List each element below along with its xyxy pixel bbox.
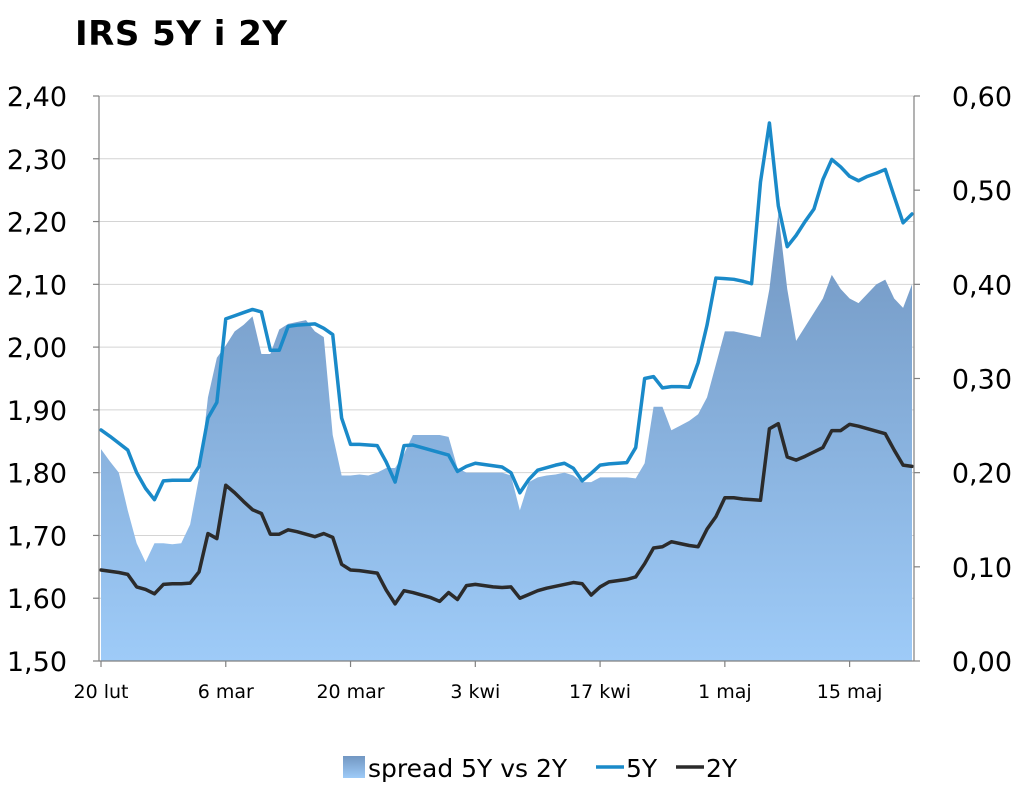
left-tick-label: 1,80 [7, 459, 67, 490]
legend-label-2y: 2Y [706, 754, 738, 783]
right-tick-label: 0,00 [952, 647, 1012, 678]
left-tick-label: 1,60 [7, 584, 67, 615]
left-tick-label: 2,40 [7, 82, 67, 113]
legend-label-spread: spread 5Y vs 2Y [368, 754, 568, 783]
series-line-5y [99, 121, 914, 502]
right-tick-label: 0,10 [952, 553, 1012, 584]
right-tick-label: 0,20 [952, 459, 1012, 490]
right-tick-label: 0,30 [952, 365, 1012, 396]
chart-title: IRS 5Y i 2Y [75, 14, 288, 54]
left-tick-label: 1,70 [7, 521, 67, 552]
right-tick-label: 0,50 [952, 176, 1012, 207]
spread-area-layer [101, 213, 912, 661]
x-tick-label: 3 kwi [450, 681, 500, 703]
series-lines-layer [99, 121, 914, 606]
x-tick-label: 20 mar [316, 681, 384, 703]
left-tick-label: 1,50 [7, 647, 67, 678]
legend: spread 5Y vs 2Y 5Y 2Y [343, 754, 738, 783]
left-tick-label: 2,00 [7, 333, 67, 364]
left-tick-label: 2,30 [7, 145, 67, 176]
x-tick-label: 6 mar [198, 681, 254, 703]
x-tick-label: 20 lut [74, 681, 129, 703]
left-axis-ticks: 2,40 2,30 2,20 2,10 2,00 1,90 1,80 1,70 1,60 1,50 [7, 82, 99, 678]
right-tick-label: 0,60 [952, 82, 1012, 113]
legend-label-5y: 5Y [626, 754, 658, 783]
x-tick-label: 1 maj [698, 681, 752, 703]
right-axis-ticks: 0,60 0,50 0,40 0,30 0,20 0,10 0,00 [914, 82, 1012, 678]
legend-swatch-spread [343, 756, 365, 778]
left-tick-label: 2,10 [7, 270, 67, 301]
x-axis-ticks: 20 lut 6 mar 20 mar 3 kwi 17 kwi 1 maj 15 maj [74, 661, 883, 703]
left-tick-label: 1,90 [7, 396, 67, 427]
x-tick-label: 15 maj [817, 681, 883, 703]
spread-area [101, 213, 912, 661]
x-tick-label: 17 kwi [569, 681, 631, 703]
right-tick-label: 0,40 [952, 270, 1012, 301]
series-line-2y [99, 421, 914, 606]
left-tick-label: 2,20 [7, 208, 67, 239]
